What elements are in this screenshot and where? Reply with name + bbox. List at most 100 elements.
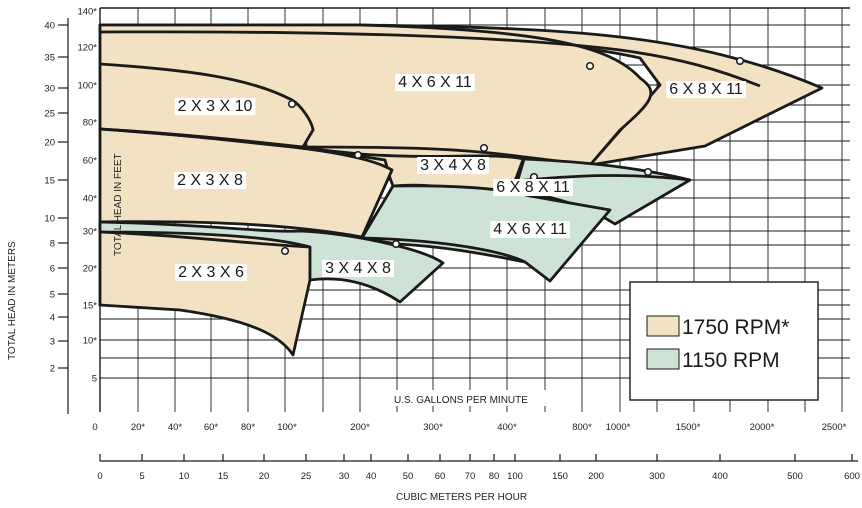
x-axis-title-gpm-bg [388, 390, 580, 406]
feet-tick-label: 60* [83, 156, 98, 167]
curve-label: 6 X 8 X 11 [493, 179, 573, 196]
y-axis-title-feet: TOTAL HEAD IN FEET [113, 153, 124, 256]
curve-label-bg [490, 221, 570, 238]
meters-tick-label: 2 [50, 364, 55, 375]
m3h-tick-label: 30 [339, 471, 350, 482]
gpm-tick-label: 2000* [750, 422, 775, 433]
y-axis-title-meters: TOTAL HEAD IN METERS [7, 241, 18, 360]
m3h-tick-label: 50 [403, 471, 414, 482]
m3h-tick-label: 150 [552, 471, 568, 482]
gpm-tick-label: 2500* [822, 422, 847, 433]
m3h-tick-label: 400 [712, 471, 728, 482]
gpm-tick-label: 0 [92, 422, 97, 433]
feet-tick-label: 120* [77, 43, 97, 54]
curve-label-bg [174, 98, 256, 115]
m3h-tick-label: 200 [588, 471, 604, 482]
x-axis-title-m3h: CUBIC METERS PER HOUR [396, 492, 527, 503]
feet-tick-label: 5 [92, 374, 97, 385]
curve-label-bg [174, 172, 247, 189]
gpm-tick-label: 100* [277, 422, 297, 433]
curve-label-text: 6 X 8 X 11 [669, 81, 743, 98]
feet-tick-label: 30* [83, 227, 98, 238]
curve-label-text: 4 X 6 X 11 [493, 221, 567, 238]
gpm-tick-label: 1000* [606, 422, 631, 433]
m3h-tick-label: 20 [259, 471, 270, 482]
curve-label-text: 3 X 4 X 8 [420, 157, 486, 174]
curve-label: 2 X 3 X 8 [174, 172, 247, 189]
meters-tick-label: 35 [44, 53, 55, 64]
m3h-tick-label: 100 [507, 471, 523, 482]
curve-label-text: 4 X 6 X 11 [398, 74, 472, 91]
curve-divider [99, 127, 525, 161]
efficiency-point [287, 99, 297, 109]
feet-tick-label: 100* [77, 81, 97, 92]
efficiency-point [479, 143, 489, 153]
legend-label-1750: 1750 RPM* [682, 316, 789, 339]
m3h-tick-label: 80 [489, 471, 500, 482]
efficiency-point [643, 167, 653, 177]
gpm-tick-label: 200* [350, 422, 370, 433]
curve-label: 3 X 4 X 8 [417, 157, 490, 174]
gpm-tick-label: 300* [423, 422, 443, 433]
curve-divider [361, 236, 526, 264]
m3h-tick-label: 300 [649, 471, 665, 482]
x-axis-title-gpm: U.S. GALLONS PER MINUTE [394, 395, 528, 406]
m3h-tick-label: 25 [301, 471, 312, 482]
region-4x6x11-1150 [360, 184, 612, 283]
meters-tick-label: 10 [44, 214, 55, 225]
curve-divider [99, 30, 761, 88]
m3h-tick-label: 70 [465, 471, 476, 482]
gpm-tick-label: 20* [131, 422, 146, 433]
meters-tick-label: 8 [50, 239, 55, 250]
efficiency-point [280, 246, 290, 256]
curve-label: 4 X 6 X 11 [490, 221, 570, 238]
curve-divider [99, 230, 311, 249]
m3h-tick-label: 600 [844, 471, 860, 482]
meters-tick-label: 4 [50, 313, 55, 324]
efficiency-point [391, 239, 401, 249]
curve-label: 4 X 6 X 11 [395, 74, 475, 91]
meters-tick-label: 3 [50, 337, 55, 348]
m3h-tick-label: 15 [218, 471, 229, 482]
m3h-tick-label: 60 [435, 471, 446, 482]
efficiency-point [735, 56, 745, 66]
legend: 1750 RPM* 1150 RPM [629, 281, 819, 401]
legend-swatch-1150 [646, 348, 680, 370]
feet-tick-label: 20* [83, 264, 98, 275]
feet-tick-label: 40* [83, 194, 98, 205]
legend-label-1150: 1150 RPM [682, 349, 780, 372]
curve-label: 3 X 4 X 8 [322, 260, 395, 277]
feet-tick-label: 15* [83, 301, 98, 312]
efficiency-point [585, 61, 595, 71]
curve-label-text: 6 X 8 X 11 [496, 179, 570, 196]
curve-label: 2 X 3 X 6 [175, 264, 248, 281]
meters-tick-label: 20 [44, 138, 55, 149]
curve-label: 2 X 3 X 10 [174, 98, 256, 115]
gpm-tick-label: 400* [497, 422, 517, 433]
curve-label-bg [493, 179, 573, 196]
m3h-tick-label: 0 [97, 471, 102, 482]
curve-label-text: 3 X 4 X 8 [325, 260, 391, 277]
meters-tick-label: 6 [50, 264, 55, 275]
gpm-tick-label: 1500* [676, 422, 701, 433]
m3h-tick-label: 500 [787, 471, 803, 482]
legend-box [629, 281, 819, 401]
feet-tick-label: 10* [83, 336, 98, 347]
curve-label-bg [322, 260, 395, 277]
chart-frame [99, 7, 850, 412]
meters-tick-label: 5 [50, 290, 55, 301]
meters-tick-label: 25 [44, 109, 55, 120]
curve-label-text: 2 X 3 X 6 [178, 264, 244, 281]
curve-label-text: 2 X 3 X 8 [177, 172, 243, 189]
curve-label-bg [417, 157, 490, 174]
legend-swatch-1750 [646, 315, 680, 337]
meters-tick-label: 30 [44, 84, 55, 95]
curve-labels: 4 X 6 X 11 6 X 8 X 11 2 X 3 X 10 3 X 4 X 8 2… [174, 74, 746, 281]
gpm-tick-label: 40* [168, 422, 183, 433]
feet-tick-label: 140* [77, 7, 97, 18]
m3h-tick-label: 5 [139, 471, 144, 482]
meters-tick-label: 15 [44, 176, 55, 187]
curve-label-bg [395, 74, 475, 91]
curve-label-text: 2 X 3 X 10 [178, 98, 253, 115]
